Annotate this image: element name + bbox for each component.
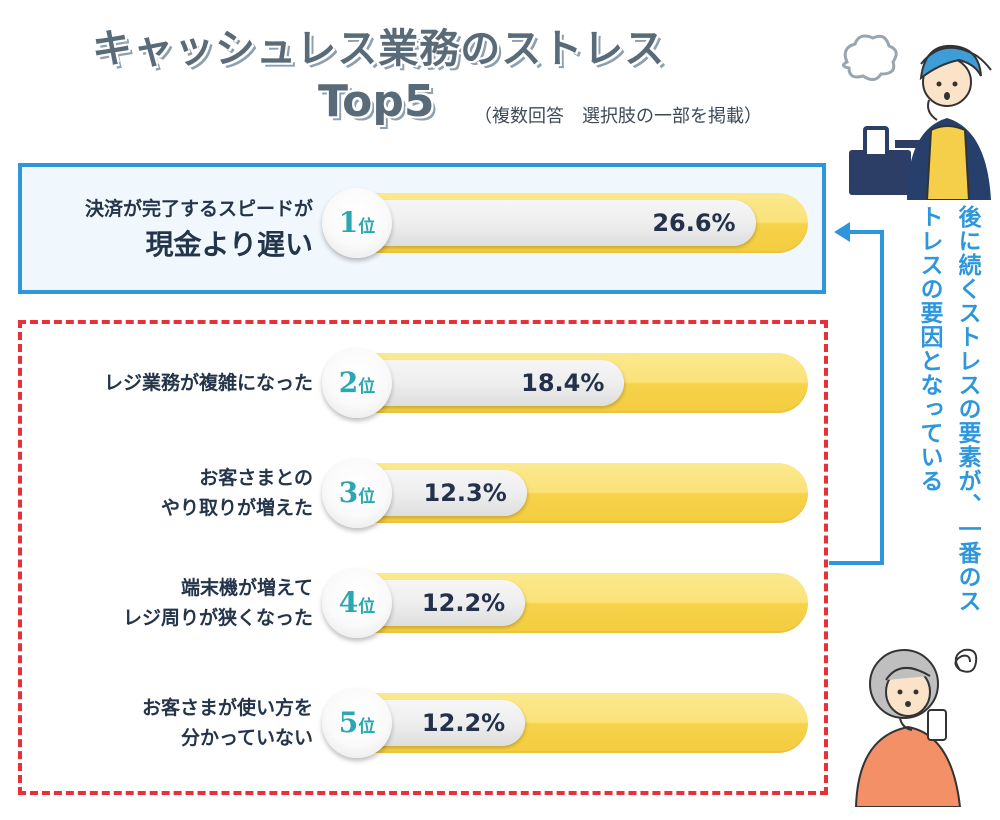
data-label-rank-2: 18.4% (521, 369, 605, 397)
cashier-illustration (842, 34, 992, 200)
bracket-bottom (829, 561, 884, 565)
rank-badge-1: 1位 (322, 188, 392, 258)
rank-badge-5: 5位 (322, 688, 392, 758)
rank-number: 1 (338, 206, 359, 239)
smartphone-icon (927, 709, 947, 741)
category-label-rank-4: 端末機が増えてレジ周りが狭くなった (123, 573, 313, 633)
rank-unit: 位 (358, 717, 376, 737)
rank-unit: 位 (358, 487, 376, 507)
chart-title: キャッシュレス業務のストレス (92, 26, 666, 72)
rank-badge-3: 3位 (322, 458, 392, 528)
category-label-line2: 現金より遅い (145, 228, 313, 261)
rank-unit: 位 (358, 597, 376, 617)
chart-title-top5: Top5 (318, 76, 435, 127)
confusion-scribble-icon (954, 648, 978, 673)
category-label-rank-1: 決済が完了するスピードが現金より遅い (85, 191, 313, 263)
category-label-line1: 端末機が増えて (180, 577, 313, 599)
rank-badge-4: 4位 (322, 568, 392, 638)
category-label-rank-3: お客さまとのやり取りが増えた (161, 463, 313, 523)
rank-number: 3 (338, 476, 359, 509)
data-label-rank-5: 12.2% (421, 709, 506, 737)
rank-unit: 位 (358, 217, 376, 237)
category-label-rank-2: レジ業務が複雑になった (104, 368, 313, 398)
sigh-cloud-icon (842, 34, 898, 81)
category-label-line2: レジ周りが狭くなった (122, 607, 313, 629)
category-label-line2: やり取りが増えた (160, 497, 313, 519)
rank2to5-dashed-box (18, 320, 828, 795)
rank-unit: 位 (358, 377, 376, 397)
category-label-line2: 分かっていない (180, 727, 313, 749)
category-label-line1: レジ業務が複雑になった (103, 372, 313, 394)
bracket-vertical (880, 230, 884, 565)
category-label-line1: 決済が完了するスピードが (84, 198, 313, 220)
rank-number: 4 (338, 586, 359, 619)
bracket-top (848, 230, 884, 234)
rank-number: 5 (338, 706, 359, 739)
side-note: 後に続くストレスの要素が、一番のストレスの要因となっている (916, 205, 980, 613)
customer-illustration (854, 648, 978, 807)
arrow-left-icon (834, 222, 850, 242)
data-label-rank-3: 12.3% (423, 479, 507, 507)
data-label-rank-4: 12.2% (421, 589, 506, 617)
category-label-rank-5: お客さまが使い方を分かっていない (142, 693, 313, 753)
chart-subtitle-note: （複数回答 選択肢の一部を掲載） (474, 106, 762, 127)
bar-rank-1 (340, 200, 756, 246)
category-label-line1: お客さまとの (199, 467, 313, 489)
rank-badge-2: 2位 (322, 348, 392, 418)
data-label-rank-1: 26.6% (652, 209, 736, 237)
register-icon (849, 150, 911, 195)
category-label-line1: お客さまが使い方を (141, 697, 313, 719)
rank-number: 2 (338, 366, 359, 399)
